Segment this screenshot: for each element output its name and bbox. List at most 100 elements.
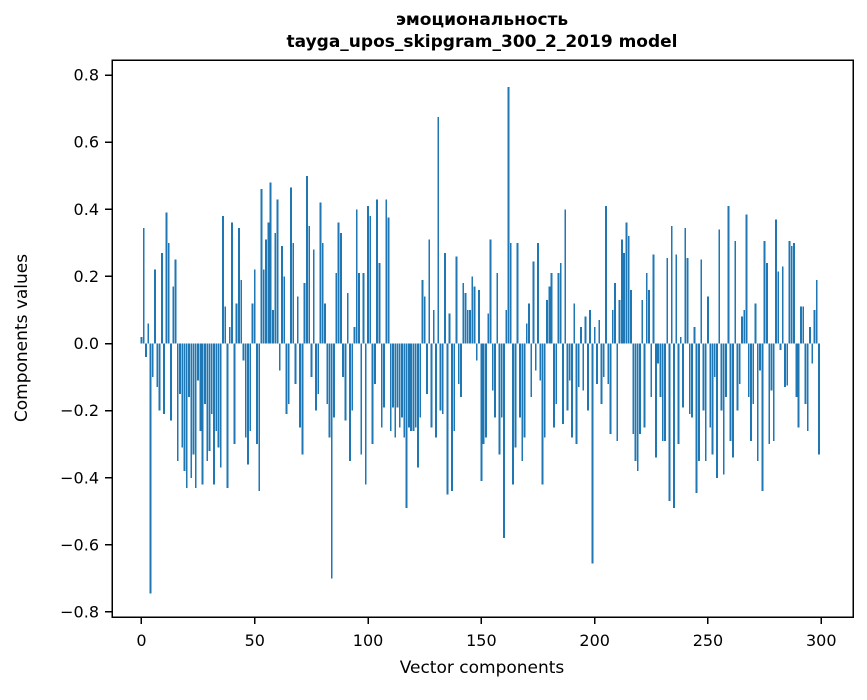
bar bbox=[602, 343, 605, 378]
bar bbox=[813, 309, 816, 344]
bar bbox=[795, 343, 798, 398]
bar bbox=[518, 343, 521, 418]
bar bbox=[269, 182, 272, 344]
bar bbox=[584, 316, 587, 344]
bar bbox=[491, 343, 494, 391]
x-tick-label: 200 bbox=[579, 631, 610, 650]
bar bbox=[253, 269, 256, 344]
bar bbox=[460, 343, 462, 398]
y-tick-label: −0.8 bbox=[60, 602, 99, 621]
bar bbox=[407, 343, 410, 428]
bar bbox=[285, 343, 288, 414]
bar bbox=[181, 343, 184, 448]
bar bbox=[446, 343, 449, 495]
bar bbox=[652, 254, 655, 344]
bar bbox=[772, 343, 775, 441]
bar bbox=[605, 205, 607, 344]
bar bbox=[423, 296, 426, 344]
bar bbox=[709, 343, 712, 428]
bar bbox=[566, 343, 569, 411]
bar bbox=[339, 232, 342, 344]
bar bbox=[444, 252, 447, 344]
bar bbox=[741, 316, 743, 344]
bar bbox=[183, 343, 186, 472]
bar bbox=[373, 343, 376, 384]
bar bbox=[274, 232, 277, 344]
bar bbox=[679, 336, 682, 344]
x-axis-ticks: 0 50 100 150 200 250 300 bbox=[136, 617, 837, 650]
bar bbox=[215, 343, 218, 431]
bar bbox=[430, 343, 433, 428]
bar bbox=[779, 343, 782, 351]
bar bbox=[765, 263, 768, 344]
bar bbox=[188, 343, 190, 398]
bar bbox=[362, 273, 365, 344]
bar bbox=[369, 216, 372, 344]
bar bbox=[707, 296, 709, 344]
bar bbox=[267, 222, 270, 344]
bar bbox=[426, 343, 428, 394]
bar bbox=[691, 343, 694, 418]
bar bbox=[437, 117, 440, 344]
bar bbox=[670, 226, 673, 344]
y-tick-label: −0.4 bbox=[60, 468, 99, 487]
bar bbox=[625, 222, 628, 344]
bar bbox=[140, 336, 143, 344]
bar bbox=[487, 313, 490, 344]
bar bbox=[457, 343, 460, 384]
bar bbox=[376, 199, 379, 344]
bar bbox=[342, 343, 345, 378]
bar bbox=[634, 343, 637, 461]
bar bbox=[788, 241, 791, 344]
bar bbox=[555, 343, 558, 404]
bar bbox=[303, 283, 306, 344]
bar bbox=[324, 303, 326, 344]
bar bbox=[199, 343, 202, 431]
bar bbox=[682, 343, 684, 408]
bar bbox=[650, 343, 653, 398]
bar bbox=[208, 343, 211, 451]
bar bbox=[498, 343, 501, 455]
bar bbox=[704, 343, 707, 461]
bar bbox=[262, 269, 265, 344]
y-tick-label: 0.2 bbox=[74, 267, 99, 286]
bar bbox=[156, 343, 159, 388]
bar bbox=[355, 209, 358, 344]
bar bbox=[294, 343, 297, 384]
y-tick-label: −0.2 bbox=[60, 401, 99, 420]
bar bbox=[287, 343, 290, 404]
bar bbox=[571, 343, 573, 438]
bar bbox=[389, 343, 392, 431]
bar bbox=[330, 343, 333, 579]
bar bbox=[428, 239, 431, 344]
bar bbox=[151, 343, 154, 378]
bar bbox=[387, 217, 390, 344]
y-tick-label: 0.4 bbox=[74, 200, 99, 219]
bar bbox=[562, 343, 564, 425]
bar bbox=[190, 343, 193, 478]
bar bbox=[711, 343, 714, 455]
bar bbox=[636, 343, 639, 472]
bar bbox=[328, 343, 331, 438]
bar bbox=[657, 343, 660, 364]
bar bbox=[471, 276, 474, 344]
bar bbox=[482, 343, 485, 445]
bar bbox=[412, 343, 415, 431]
bar bbox=[401, 343, 403, 418]
bar bbox=[451, 343, 453, 492]
bar bbox=[747, 343, 750, 398]
bar bbox=[258, 343, 261, 492]
bar bbox=[364, 343, 367, 485]
bar bbox=[174, 259, 177, 344]
bar bbox=[367, 205, 369, 344]
bar bbox=[453, 343, 456, 431]
bar bbox=[677, 343, 680, 445]
bar bbox=[317, 343, 320, 394]
x-tick-label: 100 bbox=[353, 631, 384, 650]
bar bbox=[784, 343, 786, 388]
bar bbox=[244, 343, 247, 438]
bar bbox=[611, 309, 614, 344]
bar bbox=[435, 343, 437, 438]
bar bbox=[811, 343, 814, 364]
bar bbox=[686, 257, 689, 344]
